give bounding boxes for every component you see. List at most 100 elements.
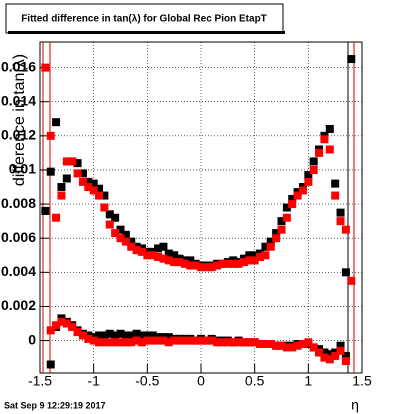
marker xyxy=(89,336,98,345)
marker xyxy=(105,210,114,219)
marker xyxy=(148,336,157,345)
marker xyxy=(116,234,125,243)
marker xyxy=(148,331,157,340)
marker xyxy=(73,328,82,337)
marker xyxy=(121,237,130,246)
marker xyxy=(143,331,152,340)
marker xyxy=(250,251,259,260)
marker xyxy=(111,229,120,238)
marker xyxy=(229,338,238,347)
marker xyxy=(180,336,189,345)
marker xyxy=(320,353,329,362)
marker xyxy=(95,338,104,347)
marker xyxy=(148,251,157,260)
marker xyxy=(191,336,200,345)
marker xyxy=(325,350,334,359)
marker xyxy=(272,234,281,243)
marker xyxy=(175,258,184,267)
marker xyxy=(282,343,291,352)
marker xyxy=(239,338,248,347)
marker xyxy=(261,339,270,348)
marker xyxy=(288,200,297,209)
y-tick-label: 0.012 xyxy=(1,127,36,143)
marker xyxy=(191,261,200,270)
marker xyxy=(78,177,87,186)
marker xyxy=(336,217,345,226)
marker xyxy=(239,258,248,267)
marker xyxy=(282,213,291,222)
marker xyxy=(266,242,275,251)
marker xyxy=(62,174,71,183)
marker xyxy=(111,331,120,340)
marker xyxy=(132,246,141,255)
marker xyxy=(116,329,125,338)
marker xyxy=(218,338,227,347)
x-tick-label: 1 xyxy=(304,373,312,389)
marker xyxy=(245,338,254,347)
marker xyxy=(304,338,313,347)
marker xyxy=(223,259,232,268)
marker xyxy=(298,186,307,195)
marker xyxy=(180,259,189,268)
marker xyxy=(341,357,350,366)
marker xyxy=(111,213,120,222)
y-tick-label: 0 xyxy=(28,331,36,347)
marker xyxy=(121,230,130,239)
y-tick-label: 0.008 xyxy=(1,195,36,211)
marker xyxy=(84,177,93,186)
marker xyxy=(159,254,168,263)
x-axis-title: η xyxy=(351,397,359,413)
marker xyxy=(52,118,61,127)
marker xyxy=(293,191,302,200)
marker xyxy=(84,334,93,343)
marker xyxy=(170,258,179,267)
marker xyxy=(105,329,114,338)
marker xyxy=(325,145,334,154)
marker xyxy=(154,252,163,261)
marker xyxy=(336,208,345,217)
marker xyxy=(261,251,270,260)
marker xyxy=(261,242,270,251)
title-box xyxy=(5,3,284,34)
marker xyxy=(288,194,297,203)
marker xyxy=(320,348,329,357)
marker xyxy=(57,191,66,200)
marker xyxy=(272,229,281,238)
marker xyxy=(341,268,350,277)
marker xyxy=(57,183,66,192)
marker xyxy=(336,341,345,350)
x-tick-label: 0.5 xyxy=(245,373,265,389)
marker xyxy=(223,338,232,347)
marker xyxy=(164,333,173,342)
marker xyxy=(52,213,61,222)
marker xyxy=(57,317,66,326)
marker xyxy=(213,338,222,347)
marker xyxy=(277,225,286,234)
y-axis-title: difference in tan(λ) xyxy=(11,54,28,186)
marker xyxy=(272,341,281,350)
x-tick-label: -1 xyxy=(87,373,100,389)
marker xyxy=(341,351,350,360)
marker xyxy=(234,259,243,268)
marker xyxy=(46,360,55,369)
marker xyxy=(143,251,152,260)
marker xyxy=(127,331,136,340)
chart-title: Fitted difference in tan(λ) for Global R… xyxy=(21,14,267,25)
y-tick-label: 0.014 xyxy=(1,92,36,108)
marker xyxy=(347,276,356,285)
x-tick-label: -1.5 xyxy=(28,373,52,389)
marker xyxy=(250,338,259,347)
marker xyxy=(298,339,307,348)
title-shadow xyxy=(8,31,285,34)
marker xyxy=(132,336,141,345)
marker xyxy=(282,203,291,212)
marker xyxy=(154,244,163,253)
marker xyxy=(245,251,254,260)
marker xyxy=(132,329,141,338)
marker xyxy=(304,171,313,180)
marker xyxy=(111,338,120,347)
marker xyxy=(95,191,104,200)
marker xyxy=(309,165,318,174)
timestamp: Sat Sep 9 12:29:19 2017 xyxy=(4,400,106,410)
marker xyxy=(73,169,82,178)
